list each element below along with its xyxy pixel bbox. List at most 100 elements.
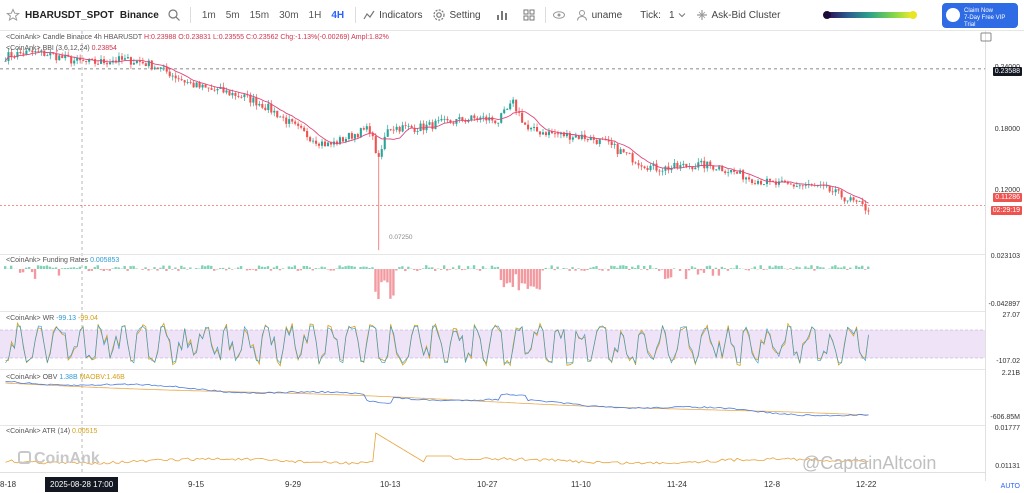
favorite-star-button[interactable] xyxy=(0,0,23,31)
candle-legend: <CoinAnk> Candle Binance 4h HBARUSDT H:0… xyxy=(6,34,389,41)
funding-rate-bar xyxy=(27,267,31,269)
funding-rate-bar xyxy=(553,269,556,271)
candle-body xyxy=(255,97,258,106)
maximize-icon[interactable] xyxy=(979,31,993,43)
timeframe-30m[interactable]: 30m xyxy=(279,9,299,21)
candle-body xyxy=(655,163,658,171)
funding-rate-bar xyxy=(771,267,774,269)
cluster-icon xyxy=(696,10,707,20)
heatmap-color-slider[interactable] xyxy=(823,0,918,31)
funding-rate-bar xyxy=(413,269,416,271)
candle-body xyxy=(503,109,506,114)
candle-body xyxy=(228,90,231,96)
atr-legend: <CoinAnk> ATR (14) 0.00515 xyxy=(6,428,97,435)
uname-button[interactable]: uname xyxy=(575,0,622,31)
funding-rate-bar xyxy=(114,267,117,269)
funding-rate-bar xyxy=(601,269,604,271)
tick-label: Tick: xyxy=(640,9,661,21)
funding-rate-bar xyxy=(156,269,159,271)
funding-rate-bar xyxy=(589,267,592,269)
funding-rate-bar xyxy=(251,269,255,270)
funding-rate-bar xyxy=(598,269,601,270)
candle-body xyxy=(168,71,171,77)
candle-body xyxy=(159,67,162,69)
last-price-badge: 0.11286 xyxy=(993,193,1022,202)
funding-rate-bar xyxy=(219,268,222,269)
candle-body xyxy=(94,59,97,64)
candle-body xyxy=(252,97,255,103)
vip-trial-banner[interactable]: Claim Now 7-Day Free VIP Trial xyxy=(942,3,1018,28)
funding-rate-bar xyxy=(490,265,494,269)
candle-body xyxy=(374,136,377,154)
candle-body xyxy=(512,99,515,104)
pane-divider[interactable] xyxy=(0,369,985,370)
funding-rate-bar xyxy=(550,265,553,269)
timeframe-1m[interactable]: 1m xyxy=(201,9,216,21)
timeframe-4h[interactable]: 4H xyxy=(331,9,345,21)
funding-rate-bar xyxy=(693,267,697,269)
funding-legend: <CoinAnk> Funding Rates 0.005853 xyxy=(6,257,119,264)
funding-rate-bar xyxy=(359,267,362,269)
timeframe-5m[interactable]: 5m xyxy=(225,9,240,21)
candle-body xyxy=(279,116,282,118)
funding-rate-bar xyxy=(126,269,129,271)
funding-rate-bar xyxy=(224,269,228,271)
candle-body xyxy=(368,126,371,134)
indicators-button[interactable]: Indicators xyxy=(362,0,422,31)
funding-rate-bar xyxy=(532,269,535,287)
time-axis[interactable]: 8-18 9-15 9-29 10-13 10-27 11-10 11-24 1… xyxy=(0,472,985,493)
layout-button[interactable] xyxy=(522,0,539,31)
price-axis[interactable]: 0.24000 0.23588 0.18000 0.12000 0.11286 … xyxy=(980,31,1024,490)
ask-bid-cluster-button[interactable]: Ask-Bid Cluster xyxy=(695,0,780,31)
timeframe-1h[interactable]: 1H xyxy=(308,9,322,21)
candle-body xyxy=(341,137,344,142)
setting-button[interactable]: Setting xyxy=(432,0,481,31)
visibility-toggle[interactable] xyxy=(552,0,569,31)
funding-rate-bar xyxy=(619,265,622,269)
candle-body xyxy=(640,165,643,167)
funding-rate-bar xyxy=(780,265,783,269)
tick-selector[interactable]: Tick: 1 xyxy=(640,0,688,31)
candle-body xyxy=(452,122,455,124)
timeframe-15m[interactable]: 15m xyxy=(249,9,270,21)
funding-rate-bar xyxy=(314,268,317,269)
funding-rate-bar xyxy=(858,266,861,269)
auto-scale-button[interactable]: AUTO xyxy=(1000,483,1020,490)
funding-rate-bar xyxy=(663,269,667,279)
funding-rate-bar xyxy=(544,267,547,269)
legend-amplitude: Ampl:1.82% xyxy=(351,34,389,41)
chart-type-button[interactable] xyxy=(495,0,512,31)
funding-rate-bar xyxy=(401,266,404,269)
price-chart-canvas[interactable] xyxy=(0,31,985,472)
pane-divider[interactable] xyxy=(0,311,985,312)
funding-rate-bar xyxy=(789,268,792,269)
symbol-name[interactable]: HBARUSDT_SPOT xyxy=(25,9,114,21)
funding-rate-bar xyxy=(398,267,401,269)
pane-divider[interactable] xyxy=(0,254,985,255)
slider-right-handle[interactable] xyxy=(909,11,918,19)
candle-body xyxy=(628,152,631,154)
funding-rate-bar xyxy=(141,269,144,270)
time-tick: 11-24 xyxy=(667,480,687,489)
candle-body xyxy=(506,109,509,110)
candle-body xyxy=(515,99,518,112)
funding-rate-bar xyxy=(350,265,353,269)
funding-rate-bar xyxy=(867,266,870,269)
candle-body xyxy=(126,57,129,59)
slider-left-handle[interactable] xyxy=(823,11,832,19)
candle-body xyxy=(562,132,565,137)
funding-rate-bar xyxy=(213,269,216,271)
funding-rate-bar xyxy=(508,269,512,283)
pane-divider[interactable] xyxy=(0,425,985,426)
candle-body xyxy=(691,166,694,170)
funding-rate-bar xyxy=(48,266,52,269)
candle-body xyxy=(619,149,622,155)
symbol-search-button[interactable] xyxy=(167,0,184,31)
wr-value-1: -99.13 xyxy=(56,315,77,322)
funding-rate-bar xyxy=(607,269,610,271)
wr-name: <CoinAnk> WR xyxy=(6,315,55,322)
funding-rate-bar xyxy=(711,269,715,276)
funding-rate-bar xyxy=(640,269,643,270)
funding-rate-bar xyxy=(541,269,544,271)
candle-body xyxy=(730,169,733,173)
